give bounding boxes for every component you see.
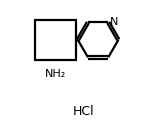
Text: NH₂: NH₂ <box>45 69 66 79</box>
Text: HCl: HCl <box>73 105 95 118</box>
Text: N: N <box>110 17 118 27</box>
